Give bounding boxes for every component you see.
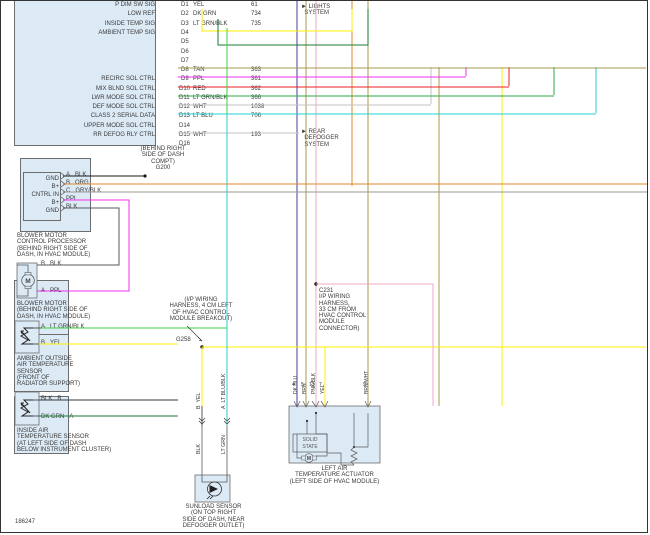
svg-text:STATE: STATE [302,444,318,450]
svg-text:M: M [25,278,30,285]
svg-text:SOLID: SOLID [302,437,317,443]
svg-text:M: M [307,456,311,462]
